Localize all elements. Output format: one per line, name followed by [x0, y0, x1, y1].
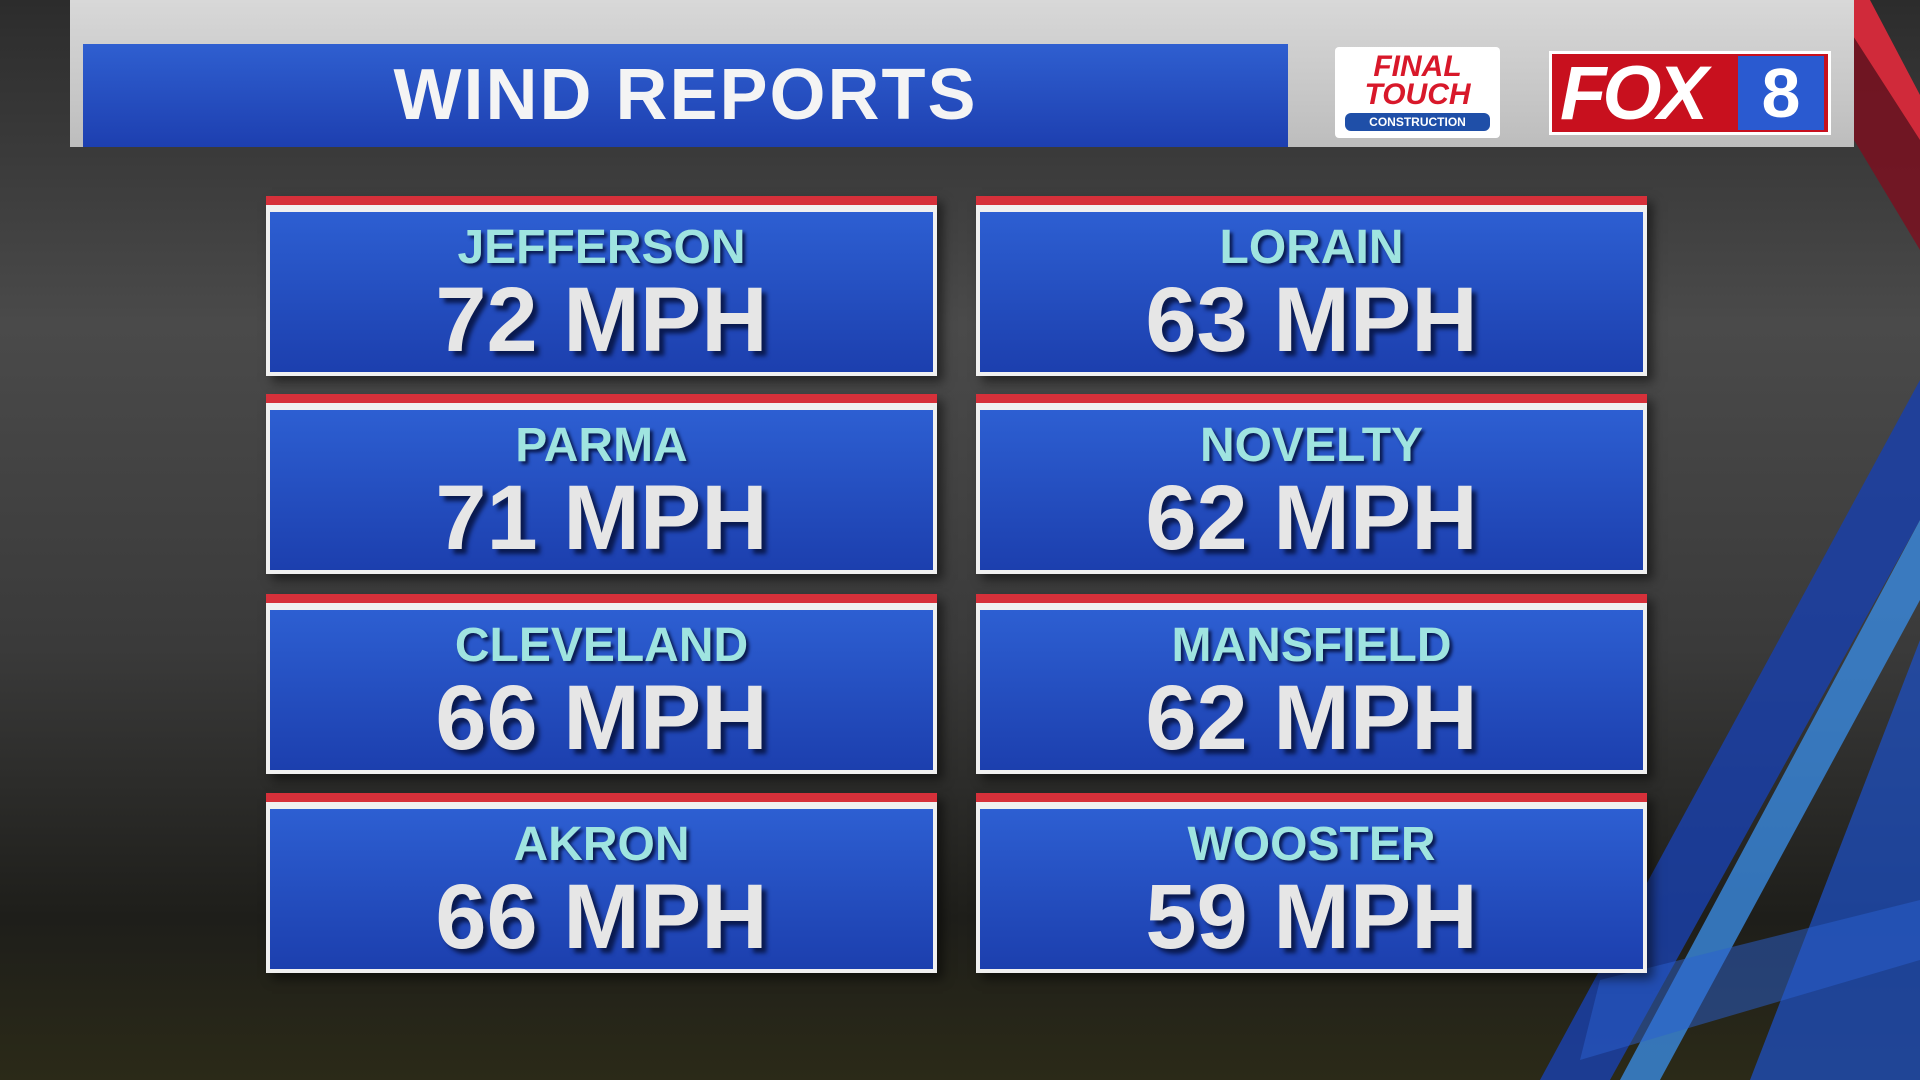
report-card: JEFFERSON 72 MPH: [266, 196, 937, 376]
report-card: MANSFIELD 62 MPH: [976, 594, 1647, 774]
report-card: PARMA 71 MPH: [266, 394, 937, 574]
location: MANSFIELD: [1171, 619, 1452, 672]
wind-speed: 62 MPH: [1145, 667, 1478, 769]
report-card: AKRON 66 MPH: [266, 793, 937, 973]
card-accent: [266, 394, 937, 403]
report-card: NOVELTY 62 MPH: [976, 394, 1647, 574]
wind-speed: 72 MPH: [435, 269, 768, 371]
card-accent: [266, 594, 937, 603]
card-panel: [980, 610, 1643, 770]
location: AKRON: [513, 818, 690, 871]
report-card: CLEVELAND 66 MPH: [266, 594, 937, 774]
station-logo: FOX 8: [1549, 51, 1831, 135]
wind-speed: 71 MPH: [435, 467, 768, 569]
wind-speed: 66 MPH: [435, 667, 768, 769]
location: CLEVELAND: [454, 619, 749, 672]
sponsor-logo: FINAL TOUCH CONSTRUCTION: [1335, 47, 1500, 138]
card-panel: [980, 410, 1643, 570]
report-card: WOOSTER 59 MPH: [976, 793, 1647, 973]
location: PARMA: [515, 419, 688, 472]
wind-speed: 62 MPH: [1145, 467, 1478, 569]
station-number: 8: [1738, 56, 1824, 130]
wind-speed: 59 MPH: [1145, 866, 1478, 968]
card-accent: [976, 196, 1647, 205]
card-panel: [980, 212, 1643, 372]
report-card: LORAIN 63 MPH: [976, 196, 1647, 376]
card-panel: [270, 410, 933, 570]
card-accent: [976, 594, 1647, 603]
location: NOVELTY: [1199, 419, 1424, 472]
sponsor-line: FINAL: [1373, 50, 1462, 83]
wind-speed: 66 MPH: [435, 866, 768, 968]
card-panel: [980, 809, 1643, 969]
card-accent: [976, 793, 1647, 802]
card-panel: [270, 212, 933, 372]
card-panel: [270, 809, 933, 969]
sponsor-line: TOUCH: [1364, 78, 1471, 111]
title: WIND REPORTS: [393, 55, 978, 135]
card-accent: [266, 793, 937, 802]
title-bar: [83, 44, 1288, 147]
location: WOOSTER: [1187, 818, 1436, 871]
card-accent: [976, 394, 1647, 403]
station-name: FOX: [1560, 51, 1708, 136]
location: LORAIN: [1219, 221, 1404, 274]
card-panel: [270, 610, 933, 770]
sponsor-sub: CONSTRUCTION: [1345, 113, 1490, 131]
card-accent: [266, 196, 937, 205]
location: JEFFERSON: [457, 221, 746, 274]
wind-speed: 63 MPH: [1145, 269, 1478, 371]
